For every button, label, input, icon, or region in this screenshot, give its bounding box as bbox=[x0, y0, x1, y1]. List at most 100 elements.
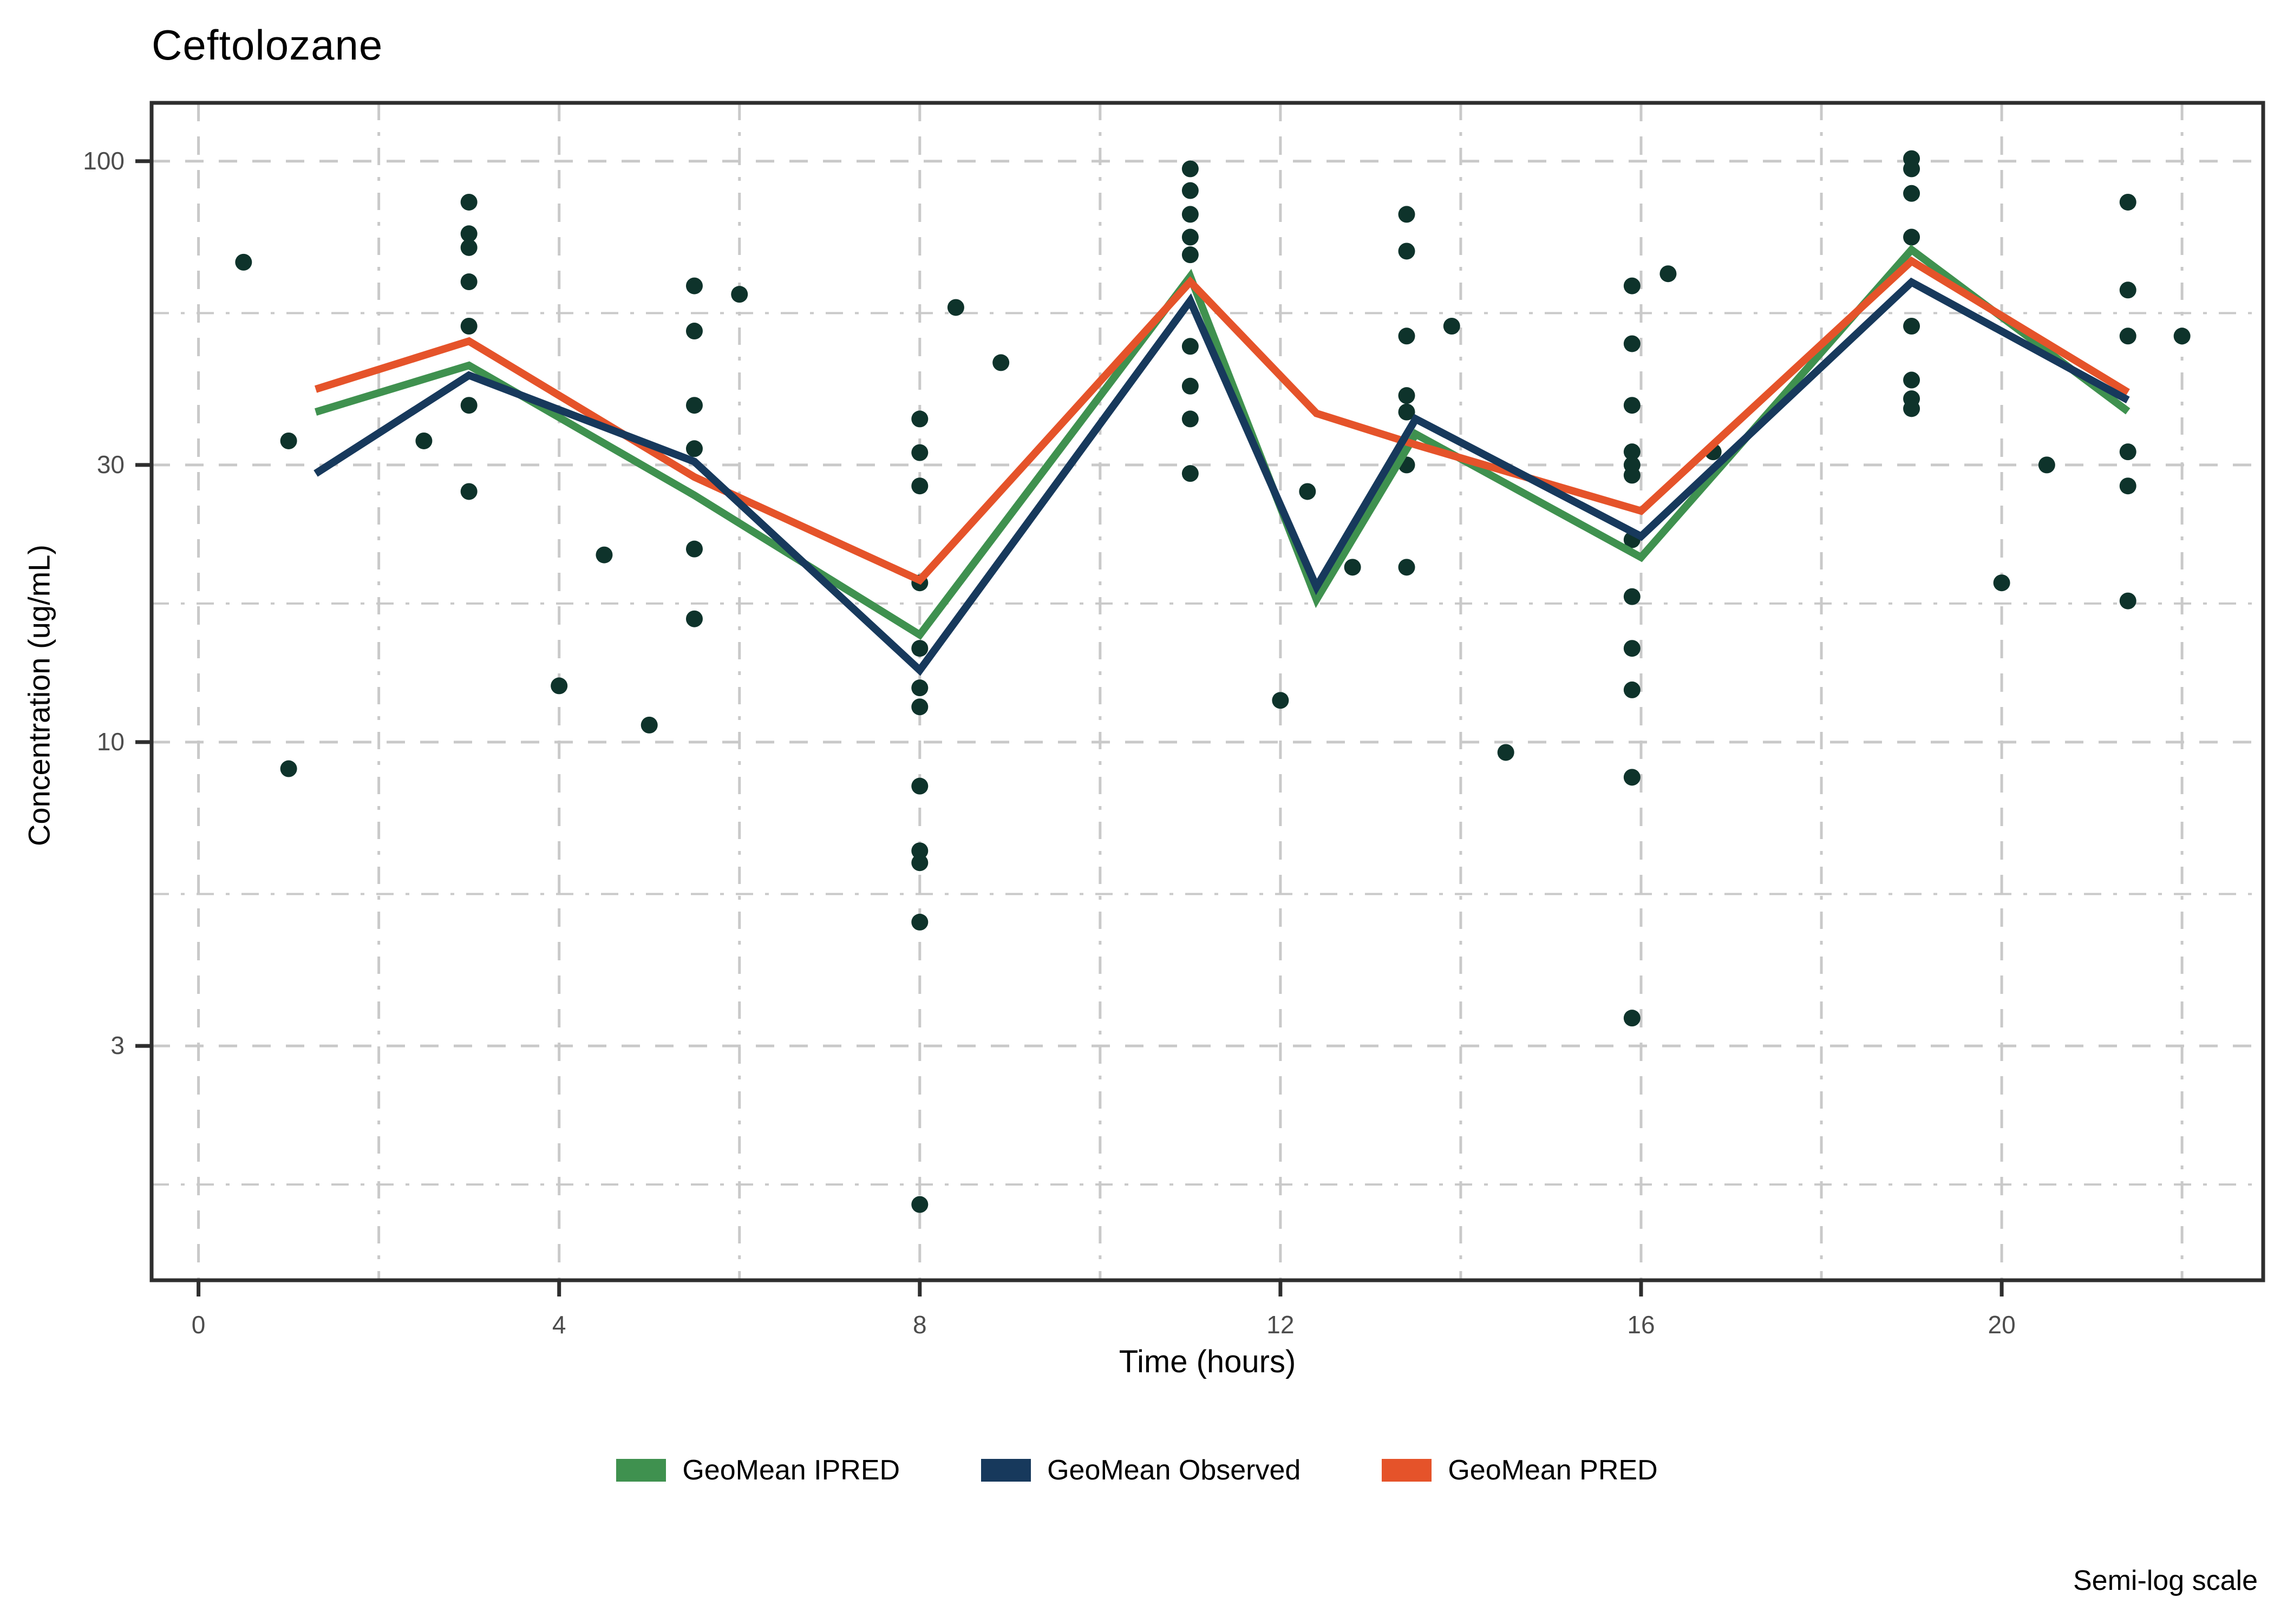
observation-point bbox=[1623, 397, 1641, 414]
chart-title: Ceftolozane bbox=[152, 21, 383, 69]
observation-point bbox=[280, 760, 297, 777]
observation-point bbox=[596, 546, 613, 564]
observation-point bbox=[1181, 246, 1199, 264]
observation-point bbox=[1903, 160, 1920, 178]
observation-point bbox=[911, 842, 929, 860]
observation-point bbox=[1398, 559, 1415, 576]
observation-point bbox=[911, 444, 929, 461]
observation-point bbox=[911, 679, 929, 697]
observation-point bbox=[2119, 281, 2136, 299]
observation-point bbox=[731, 286, 748, 303]
observation-point bbox=[1623, 1010, 1641, 1027]
observation-point bbox=[1623, 588, 1641, 605]
observation-point bbox=[1398, 243, 1415, 260]
observation-point bbox=[1398, 387, 1415, 404]
observation-point bbox=[415, 432, 433, 449]
observation-point bbox=[460, 225, 478, 243]
y-tick-label: 100 bbox=[83, 146, 125, 175]
legend-item: GeoMean IPRED bbox=[616, 1454, 900, 1487]
x-tick-label: 8 bbox=[912, 1311, 927, 1339]
legend-label: GeoMean IPRED bbox=[682, 1455, 900, 1486]
observation-point bbox=[2119, 443, 2136, 461]
observation-point bbox=[1903, 400, 1920, 417]
legend-label: GeoMean PRED bbox=[1448, 1455, 1658, 1486]
y-tick-label: 3 bbox=[110, 1031, 125, 1060]
observation-point bbox=[685, 440, 703, 457]
legend-label: GeoMean Observed bbox=[1047, 1455, 1301, 1486]
observation-point bbox=[1623, 467, 1641, 484]
observation-point bbox=[911, 1196, 929, 1213]
observation-point bbox=[460, 318, 478, 335]
observation-point bbox=[1623, 443, 1641, 461]
observation-point bbox=[1903, 371, 1920, 389]
observation-point bbox=[1181, 410, 1199, 428]
observation-point bbox=[1181, 338, 1199, 355]
observation-point bbox=[235, 253, 252, 271]
observation-point bbox=[1623, 640, 1641, 657]
observation-point bbox=[685, 540, 703, 558]
observation-point bbox=[1272, 692, 1289, 709]
observation-point bbox=[1181, 182, 1199, 199]
observation-point bbox=[2119, 193, 2136, 211]
observation-point bbox=[1344, 559, 1361, 576]
y-axis-title: Concentration (ug/mL) bbox=[22, 544, 56, 847]
observation-point bbox=[685, 397, 703, 414]
x-tick-label: 0 bbox=[191, 1311, 206, 1339]
legend-item: GeoMean Observed bbox=[981, 1454, 1301, 1487]
observation-point bbox=[685, 323, 703, 340]
observation-point bbox=[2173, 328, 2191, 345]
observation-point bbox=[1181, 465, 1199, 482]
y-tick-label: 10 bbox=[96, 727, 125, 756]
observation-point bbox=[685, 610, 703, 627]
observation-point bbox=[1623, 335, 1641, 352]
observation-point bbox=[947, 299, 964, 316]
observation-point bbox=[992, 354, 1010, 371]
observation-point bbox=[1181, 160, 1199, 178]
legend-swatch-observed bbox=[981, 1459, 1031, 1482]
legend-swatch-ipred bbox=[616, 1459, 666, 1482]
observation-point bbox=[911, 640, 929, 657]
scale-note: Semi-log scale bbox=[2073, 1565, 2258, 1596]
observation-point bbox=[1993, 574, 2010, 592]
observation-point bbox=[2119, 477, 2136, 495]
observation-point bbox=[1623, 681, 1641, 698]
observation-point bbox=[2119, 592, 2136, 610]
observation-point bbox=[1623, 277, 1641, 294]
observation-point bbox=[1299, 483, 1316, 500]
observation-point bbox=[1398, 328, 1415, 345]
observation-point bbox=[1659, 265, 1677, 283]
observation-point bbox=[460, 193, 478, 211]
observation-point bbox=[1623, 769, 1641, 786]
panel-border bbox=[149, 101, 2265, 1282]
observation-point bbox=[911, 913, 929, 931]
y-tick-label: 30 bbox=[96, 450, 125, 479]
legend-item: GeoMean PRED bbox=[1382, 1454, 1658, 1487]
legend: GeoMean IPRED GeoMean Observed GeoMean PRE… bbox=[0, 1454, 2274, 1487]
observation-point bbox=[1497, 744, 1514, 761]
observation-point bbox=[685, 277, 703, 294]
observation-point bbox=[280, 432, 297, 449]
observation-point bbox=[1398, 206, 1415, 223]
observation-point bbox=[460, 239, 478, 256]
observation-point bbox=[2119, 328, 2136, 345]
observation-point bbox=[551, 677, 568, 695]
x-tick-label: 20 bbox=[1988, 1311, 2016, 1339]
series-line-observed bbox=[313, 277, 2130, 676]
legend-swatch-pred bbox=[1382, 1459, 1432, 1482]
observation-point bbox=[911, 477, 929, 495]
x-axis-title: Time (hours) bbox=[1119, 1344, 1296, 1379]
observation-point bbox=[911, 410, 929, 428]
x-tick-label: 16 bbox=[1627, 1311, 1655, 1339]
observation-point bbox=[460, 273, 478, 291]
x-tick-label: 12 bbox=[1266, 1311, 1295, 1339]
observation-point bbox=[460, 397, 478, 414]
observation-point bbox=[1181, 228, 1199, 246]
observation-point bbox=[1181, 206, 1199, 223]
x-tick-label: 4 bbox=[552, 1311, 566, 1339]
observation-point bbox=[1443, 318, 1460, 335]
observation-point bbox=[641, 716, 658, 734]
observation-point bbox=[1903, 228, 1920, 246]
observation-point bbox=[460, 483, 478, 500]
observation-point bbox=[911, 777, 929, 795]
